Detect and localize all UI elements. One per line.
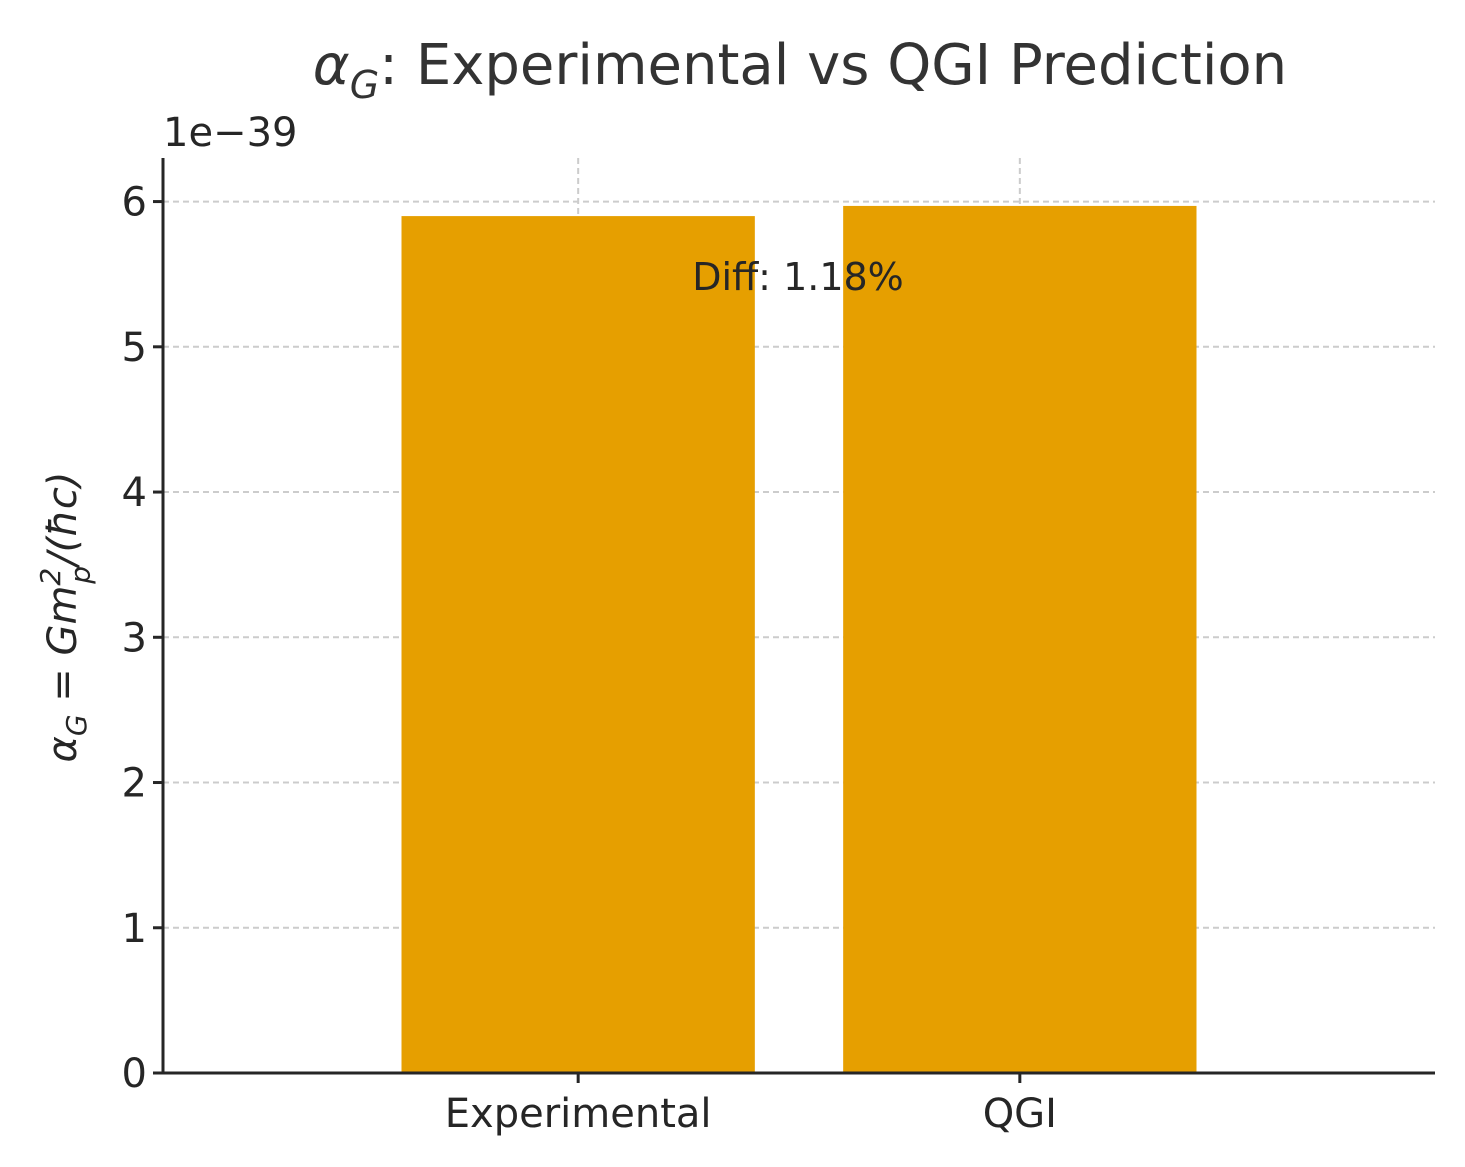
y-tick-label: 5 <box>122 325 147 371</box>
bars <box>401 205 1197 1074</box>
y-tick-label: 1 <box>122 906 147 952</box>
y-tick-label: 2 <box>122 761 147 807</box>
ticks: 0 1 2 3 4 5 6 Experimental QGI <box>122 180 1057 1137</box>
axes <box>161 158 1435 1075</box>
bar-qgi <box>843 205 1197 1073</box>
y-tick-label: 3 <box>122 615 147 661</box>
diff-annotation: Diff: 1.18% <box>692 255 904 299</box>
y-axis-label: αG = Gm2p/(ħc) <box>34 471 97 762</box>
y-tick-label: 4 <box>122 470 147 516</box>
x-tick-label: QGI <box>983 1091 1057 1137</box>
y-tick-label: 0 <box>122 1051 147 1097</box>
y-offset-text: 1e−39 <box>163 110 297 156</box>
chart-title: αG: Experimental vs QGI Prediction <box>313 33 1287 107</box>
bar-experimental <box>401 216 755 1074</box>
x-tick-label: Experimental <box>445 1091 712 1137</box>
y-tick-label: 6 <box>122 180 147 226</box>
